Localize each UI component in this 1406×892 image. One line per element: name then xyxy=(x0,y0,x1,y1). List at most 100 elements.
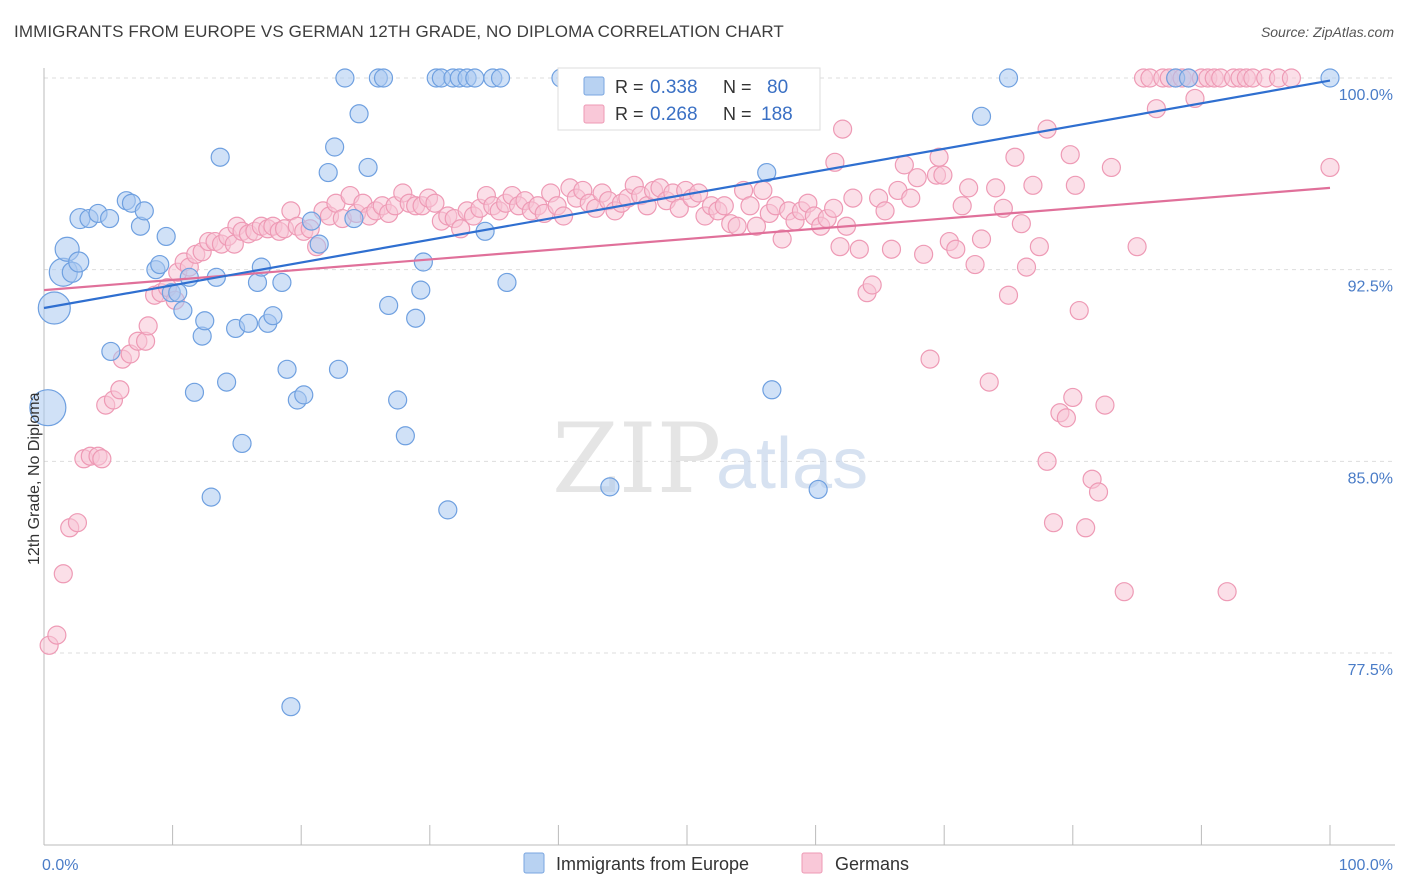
legend-swatch-immigrants xyxy=(523,852,545,874)
immigrants-point-30 xyxy=(232,433,252,454)
germans-point-11 xyxy=(110,380,130,400)
germans-point-146 xyxy=(965,254,985,275)
germans-point-162 xyxy=(1069,300,1089,321)
germans-point-167 xyxy=(1101,157,1121,178)
legend-n-value-2: 188 xyxy=(761,104,793,125)
germans-point-4 xyxy=(67,513,88,533)
germans-point-151 xyxy=(998,285,1019,305)
germans-point-194 xyxy=(1065,175,1085,195)
y-tick-label-1: 85.0% xyxy=(1348,470,1393,487)
legend-label-germans: Germans xyxy=(835,854,909,874)
watermark-zip: ZIP xyxy=(552,403,721,515)
chart-title: IMMIGRANTS FROM EUROPE VS GERMAN 12TH GR… xyxy=(14,22,784,41)
series-germans xyxy=(39,68,1340,655)
legend-r-value-1: 0.338 xyxy=(650,77,698,98)
germans-point-169 xyxy=(1127,237,1147,257)
legend-swatch-pink xyxy=(583,104,605,124)
immigrants-point-52 xyxy=(379,295,399,316)
y-tick-labels: 77.5% 85.0% 92.5% 100.0% xyxy=(1339,87,1393,679)
y-axis-title: 12th Grade, No Diploma xyxy=(26,392,43,565)
x-tick-label-0: 0.0% xyxy=(42,857,78,874)
germans-point-160 xyxy=(1056,408,1076,428)
watermark: ZIP atlas xyxy=(552,403,868,515)
germans-point-193 xyxy=(1060,145,1080,165)
series-legend: Immigrants from Europe Germans xyxy=(523,852,909,874)
germans-point-196 xyxy=(833,119,853,139)
legend-r-value-2: 0.268 xyxy=(650,104,698,125)
germans-point-136 xyxy=(901,188,921,208)
immigrants-point-38 xyxy=(281,697,301,717)
germans-point-147 xyxy=(971,229,992,249)
germans-point-157 xyxy=(1037,451,1057,471)
germans-point-190 xyxy=(1281,68,1302,88)
germans-point-143 xyxy=(946,239,966,259)
y-tick-label-0: 77.5% xyxy=(1348,662,1393,679)
immigrants-point-68 xyxy=(497,272,517,293)
immigrants-point-57 xyxy=(413,252,433,272)
y-tick-label-2: 92.5% xyxy=(1348,279,1393,296)
germans-point-161 xyxy=(1063,387,1083,408)
germans-point-165 xyxy=(1088,482,1109,502)
germans-point-124 xyxy=(824,198,844,218)
trend-line-immigrants xyxy=(43,79,1331,310)
immigrants-point-9 xyxy=(99,208,120,229)
immigrants-point-28 xyxy=(217,372,237,392)
germans-point-168 xyxy=(1114,582,1134,602)
axes xyxy=(43,68,1395,846)
immigrants-point-35 xyxy=(263,306,283,326)
germans-point-191 xyxy=(1320,157,1340,178)
immigrants-point-40 xyxy=(294,385,314,405)
immigrants-point-46 xyxy=(335,68,355,88)
germans-point-183 xyxy=(1217,582,1237,602)
y-tick-label-3: 100.0% xyxy=(1339,87,1393,104)
immigrants-point-48 xyxy=(349,104,369,124)
immigrants-point-53 xyxy=(388,390,408,410)
immigrants-point-1 xyxy=(29,389,67,427)
watermark-atlas: atlas xyxy=(716,424,868,504)
germans-point-125 xyxy=(830,237,850,257)
immigrants-point-25 xyxy=(201,487,221,507)
germans-point-145 xyxy=(959,178,979,198)
immigrants-point-16 xyxy=(156,226,176,247)
immigrants-point-45 xyxy=(328,359,349,379)
germans-point-132 xyxy=(875,201,895,221)
germans-point-155 xyxy=(1023,175,1043,195)
germans-point-154 xyxy=(1016,257,1037,277)
germans-point-139 xyxy=(920,349,940,369)
x-tick-label-1: 100.0% xyxy=(1339,857,1393,874)
immigrants-point-74 xyxy=(762,380,782,400)
germans-point-109 xyxy=(727,216,747,236)
immigrants-point-75 xyxy=(808,479,828,500)
germans-point-16 xyxy=(138,316,158,336)
germans-point-152 xyxy=(1005,147,1025,167)
germans-point-112 xyxy=(746,216,767,236)
germans-point-8 xyxy=(92,449,112,469)
immigrants-point-5 xyxy=(68,251,90,273)
immigrants-point-60 xyxy=(438,500,458,520)
immigrants-point-73 xyxy=(757,162,777,183)
immigrants-point-24 xyxy=(195,311,215,331)
immigrants-point-51 xyxy=(373,68,394,88)
immigrants-point-31 xyxy=(238,313,259,333)
immigrants-point-42 xyxy=(309,234,329,254)
legend-r-label-1: R = xyxy=(615,77,644,97)
trend-lines xyxy=(43,79,1331,310)
germans-point-149 xyxy=(986,178,1006,198)
germans-point-130 xyxy=(862,275,882,295)
immigrants-point-0 xyxy=(37,291,71,325)
immigrants-point-47 xyxy=(344,208,364,229)
legend-swatch-germans xyxy=(801,852,823,874)
immigrants-point-64 xyxy=(465,68,485,88)
germans-point-137 xyxy=(907,168,927,188)
source-credit: Source: ZipAtlas.com xyxy=(1260,24,1394,40)
grid xyxy=(44,77,1395,654)
immigrants-point-80 xyxy=(1320,68,1340,88)
x-tick-labels: 0.0% 100.0% xyxy=(42,857,1393,874)
series-immigrants-from-europe xyxy=(29,68,1340,717)
immigrants-point-56 xyxy=(411,280,431,300)
immigrants-point-37 xyxy=(277,359,297,379)
immigrants-point-76 xyxy=(998,68,1019,88)
immigrants-point-15 xyxy=(150,254,170,275)
immigrants-point-13 xyxy=(134,201,154,221)
trend-line-germans xyxy=(43,186,1331,292)
